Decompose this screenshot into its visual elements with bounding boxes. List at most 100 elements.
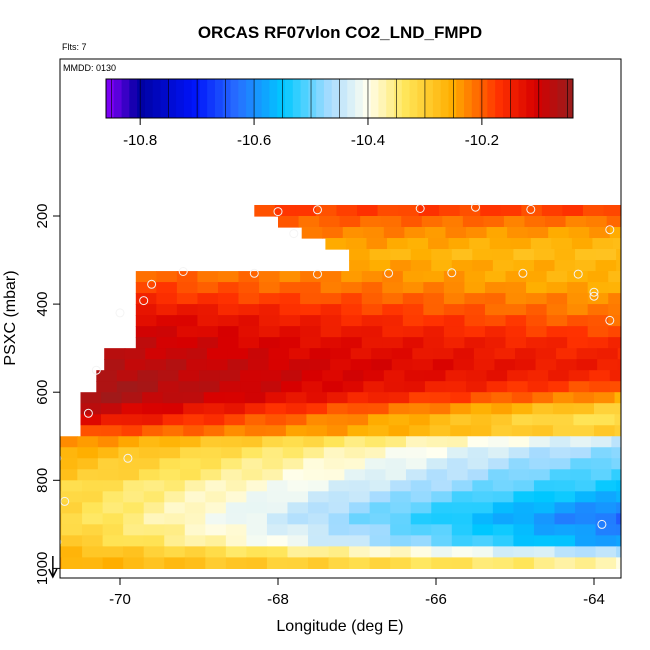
heatmap-cell <box>423 304 445 316</box>
heatmap-cell <box>203 425 225 437</box>
heatmap-cell <box>118 447 140 459</box>
heatmap-cell <box>616 524 621 536</box>
heatmap-cell <box>247 359 270 371</box>
colorbar <box>105 78 574 119</box>
heatmap-cell <box>238 315 260 327</box>
heatmap-cell <box>183 403 205 415</box>
heatmap-cell <box>431 524 453 536</box>
heatmap-cell <box>200 469 222 481</box>
heatmap-cell <box>629 271 650 283</box>
heatmap-cell <box>451 502 473 514</box>
heatmap-cell <box>368 414 390 426</box>
heatmap-cell <box>513 502 535 514</box>
heatmap-cell <box>527 227 549 239</box>
heatmap-cell <box>162 425 184 437</box>
heatmap-cell <box>431 535 453 547</box>
heatmap-cell <box>508 436 530 448</box>
colorbar-segment <box>409 79 418 118</box>
heatmap-cell <box>369 502 391 514</box>
heatmap-cell <box>582 204 605 217</box>
heatmap-cell <box>180 447 202 459</box>
colorbar-segment <box>534 79 543 118</box>
heatmap-cell <box>429 414 451 426</box>
observation-point <box>60 496 70 506</box>
heatmap-cell <box>445 227 467 239</box>
heatmap-cell <box>227 359 249 371</box>
heatmap-cell <box>513 260 535 272</box>
heatmap-cell <box>159 458 181 470</box>
heatmap-cell <box>123 535 145 547</box>
heatmap-cell <box>592 238 614 250</box>
heatmap-cell <box>383 227 405 239</box>
heatmap-cell <box>259 326 281 338</box>
heatmap-cell <box>412 359 434 371</box>
heatmap-cell <box>611 458 621 470</box>
heatmap-cell <box>587 315 609 327</box>
heatmap-cell <box>530 238 552 250</box>
heatmap-cell <box>121 425 143 437</box>
colorbar-segment <box>323 79 333 118</box>
heatmap-cell <box>371 348 393 360</box>
heatmap-cell <box>246 502 268 514</box>
colorbar-segment <box>269 79 278 118</box>
heatmap-cell <box>464 282 486 294</box>
heatmap-cell <box>484 282 507 294</box>
heatmap-cell <box>60 524 63 536</box>
heatmap-cell <box>576 348 598 360</box>
heatmap-cell <box>541 204 563 217</box>
heatmap-cell <box>203 392 225 404</box>
heatmap-cell <box>451 249 473 261</box>
heatmap-cell <box>402 271 424 283</box>
heatmap-cell <box>97 436 120 448</box>
heatmap-cell <box>138 447 161 459</box>
heatmap-cell <box>594 403 616 415</box>
heatmap-cell <box>341 293 363 305</box>
heatmap-cell <box>611 436 621 448</box>
heatmap-cell <box>159 447 181 459</box>
heatmap-cell <box>483 216 505 228</box>
heatmap-cell <box>424 370 447 382</box>
heatmap-cell <box>382 315 404 327</box>
heatmap-cell <box>303 436 325 448</box>
heatmap-cell <box>508 458 530 470</box>
heatmap-cell <box>183 414 205 426</box>
heatmap-cell <box>121 403 143 415</box>
heatmap-cell <box>470 403 492 415</box>
heatmap-cell <box>637 535 650 547</box>
heatmap-cell <box>470 425 492 437</box>
colorbar-segment <box>129 79 138 118</box>
heatmap-cell <box>486 381 508 393</box>
heatmap-cell <box>205 513 227 525</box>
heatmap-cell <box>510 238 532 250</box>
heatmap-cell <box>594 425 616 437</box>
observation-point <box>313 269 322 279</box>
heatmap-cell <box>390 524 412 536</box>
heatmap-cell <box>142 403 164 415</box>
heatmap-cell <box>325 238 347 250</box>
heatmap-cell <box>300 337 322 349</box>
heatmap-cell <box>118 469 140 481</box>
heatmap-cell <box>121 414 143 426</box>
heatmap-cell <box>568 381 590 393</box>
heatmap-cell <box>587 326 609 338</box>
colorbar-segment <box>557 79 566 118</box>
heatmap-cell <box>301 227 323 239</box>
heatmap-cell <box>451 491 473 503</box>
heatmap-cell <box>533 513 556 525</box>
heatmap-cell <box>500 204 522 217</box>
heatmap-cell <box>587 337 609 349</box>
heatmap-cell <box>61 502 83 514</box>
colorbar-segment <box>448 79 457 118</box>
heatmap-cell <box>197 271 219 283</box>
heatmap-cell <box>513 524 535 536</box>
heatmap-cell <box>244 425 266 437</box>
heatmap-cell <box>404 370 426 382</box>
heatmap-cell <box>225 480 247 492</box>
heatmap-cell <box>382 293 404 305</box>
heatmap-cell <box>217 271 240 283</box>
heatmap-cell <box>164 513 186 525</box>
heatmap-cell <box>608 326 621 338</box>
heatmap-cell <box>156 271 178 283</box>
heatmap-cell <box>484 315 507 327</box>
heatmap-cell <box>431 546 453 558</box>
